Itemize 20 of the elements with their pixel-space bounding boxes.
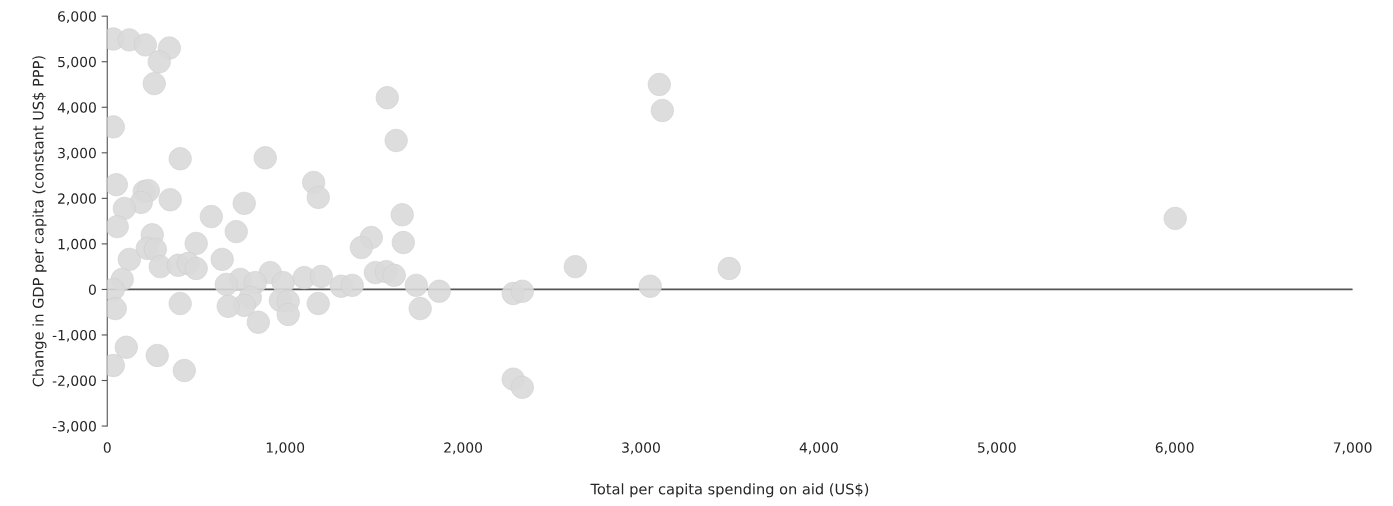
x-tick-label: 0 xyxy=(103,442,111,453)
y-tick-label: -3,000 xyxy=(52,421,96,433)
y-tick-label: 2,000 xyxy=(58,193,96,206)
y-tick-label: 3,000 xyxy=(58,147,96,160)
x-tick-label: 4,000 xyxy=(799,442,838,455)
y-tick-label: 5,000 xyxy=(58,56,96,69)
x-tick-label: 1,000 xyxy=(266,442,305,455)
x-tick-label: 2,000 xyxy=(444,442,483,455)
y-tick-label: 0 xyxy=(88,284,96,295)
y-tick-label: 4,000 xyxy=(57,102,96,115)
y-tick-label: -1,000 xyxy=(52,329,96,342)
y-tick-label: 1,000 xyxy=(58,238,96,251)
x-tick-label: 6,000 xyxy=(1155,442,1194,455)
x-axis-title: Total per capita spending on aid (US$) xyxy=(590,483,869,498)
y-tick-label: 6,000 xyxy=(58,11,96,24)
y-axis-title: Change in GDP per capita (constant US$ PPP) xyxy=(32,56,47,387)
x-tick-label: 7,000 xyxy=(1333,442,1372,455)
x-tick-label: 3,000 xyxy=(622,442,660,455)
y-tick-label: -2,000 xyxy=(52,375,96,388)
x-tick-label: 5,000 xyxy=(977,442,1016,455)
